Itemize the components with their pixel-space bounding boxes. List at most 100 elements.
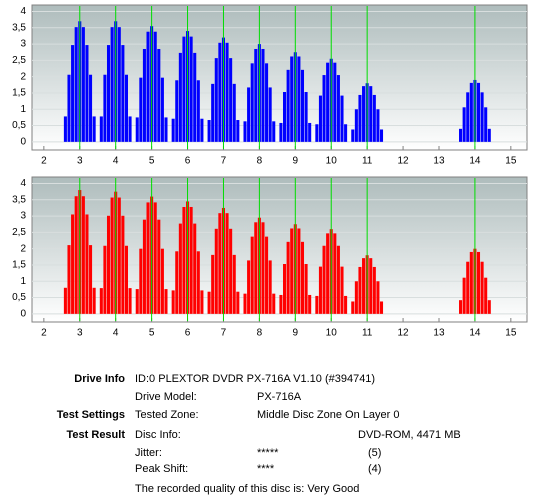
y-tick-label: 4	[20, 6, 26, 17]
x-tick-label: 14	[469, 156, 481, 167]
bar	[189, 36, 193, 142]
bar	[171, 118, 175, 142]
bar	[358, 266, 362, 314]
bar	[146, 202, 150, 314]
bar	[333, 233, 337, 314]
bar	[261, 48, 265, 142]
bar	[322, 75, 326, 142]
y-tick-label: 3	[20, 211, 26, 222]
bar	[459, 128, 463, 142]
bar	[175, 251, 179, 314]
bar	[67, 245, 71, 314]
bar	[362, 258, 366, 314]
bar	[372, 94, 376, 142]
y-tick-label: 3,5	[12, 194, 26, 205]
bar	[121, 45, 125, 142]
bar	[207, 120, 211, 142]
y-tick-label: 1,5	[12, 260, 26, 271]
bar	[153, 31, 157, 142]
x-tick-label: 12	[398, 328, 410, 339]
bar	[74, 27, 78, 142]
bar	[369, 258, 373, 314]
x-tick-label: 14	[469, 328, 481, 339]
bar	[124, 245, 129, 314]
x-tick-label: 4	[113, 156, 119, 167]
bar	[218, 213, 222, 314]
bar	[247, 87, 251, 142]
x-tick-label: 3	[77, 328, 83, 339]
bar	[250, 63, 254, 142]
bar	[286, 69, 290, 142]
y-tick-label: 4	[20, 178, 26, 189]
bar	[182, 206, 186, 314]
label: Drive Model:	[135, 391, 197, 403]
bar	[63, 287, 67, 314]
bar	[315, 295, 319, 314]
bar	[297, 56, 301, 142]
bar	[193, 52, 197, 142]
bar	[214, 228, 218, 314]
x-tick-label: 2	[41, 156, 47, 167]
bar	[128, 116, 132, 142]
x-tick-label: 3	[77, 156, 83, 167]
bar	[196, 80, 200, 142]
bar	[304, 264, 308, 314]
bar	[117, 27, 121, 142]
bar	[265, 63, 269, 142]
bar	[229, 58, 233, 142]
bar	[200, 290, 204, 314]
stars: *****	[257, 447, 279, 459]
bar	[236, 291, 240, 314]
bar	[135, 289, 139, 314]
bar	[92, 116, 96, 142]
bar	[476, 251, 481, 314]
bar	[225, 213, 229, 314]
bar	[243, 121, 247, 142]
x-tick-label: 6	[185, 156, 191, 167]
bar	[232, 83, 236, 142]
bar	[207, 291, 211, 314]
label: Jitter:	[135, 447, 162, 459]
bar	[200, 118, 204, 142]
x-tick-label: 15	[505, 328, 517, 339]
x-tick-label: 5	[149, 156, 155, 167]
y-tick-label: 0	[20, 308, 26, 319]
bar	[171, 290, 175, 314]
value: DVD-ROM, 4471 MB	[358, 429, 461, 441]
bar	[232, 254, 236, 314]
bar	[326, 233, 330, 314]
bar	[279, 122, 283, 142]
bar	[106, 215, 111, 314]
y-tick-label: 1,5	[12, 88, 26, 99]
bar	[351, 301, 355, 314]
bar	[175, 80, 179, 142]
bar	[128, 288, 132, 314]
bar	[214, 58, 218, 142]
bar	[139, 248, 143, 314]
bar	[379, 129, 384, 142]
bar	[297, 228, 301, 314]
bar	[283, 92, 287, 142]
label: Tested Zone:	[135, 409, 199, 421]
bar	[344, 295, 348, 314]
bar	[103, 245, 107, 314]
x-tick-label: 7	[221, 156, 227, 167]
bar	[362, 86, 366, 142]
value: PX-716A	[257, 391, 302, 403]
x-tick-label: 9	[293, 156, 299, 167]
x-tick-label: 8	[257, 328, 263, 339]
y-tick-label: 0,5	[12, 120, 26, 131]
bar	[286, 241, 290, 314]
bar	[466, 92, 470, 142]
bar	[189, 206, 193, 314]
bar	[211, 83, 215, 142]
bar	[236, 120, 240, 142]
stars: ****	[257, 463, 275, 475]
bar	[372, 266, 376, 314]
y-tick-label: 2	[20, 71, 26, 82]
bar	[340, 95, 344, 142]
bar	[300, 69, 305, 142]
bar	[92, 287, 96, 314]
y-tick-label: 3	[20, 39, 26, 50]
